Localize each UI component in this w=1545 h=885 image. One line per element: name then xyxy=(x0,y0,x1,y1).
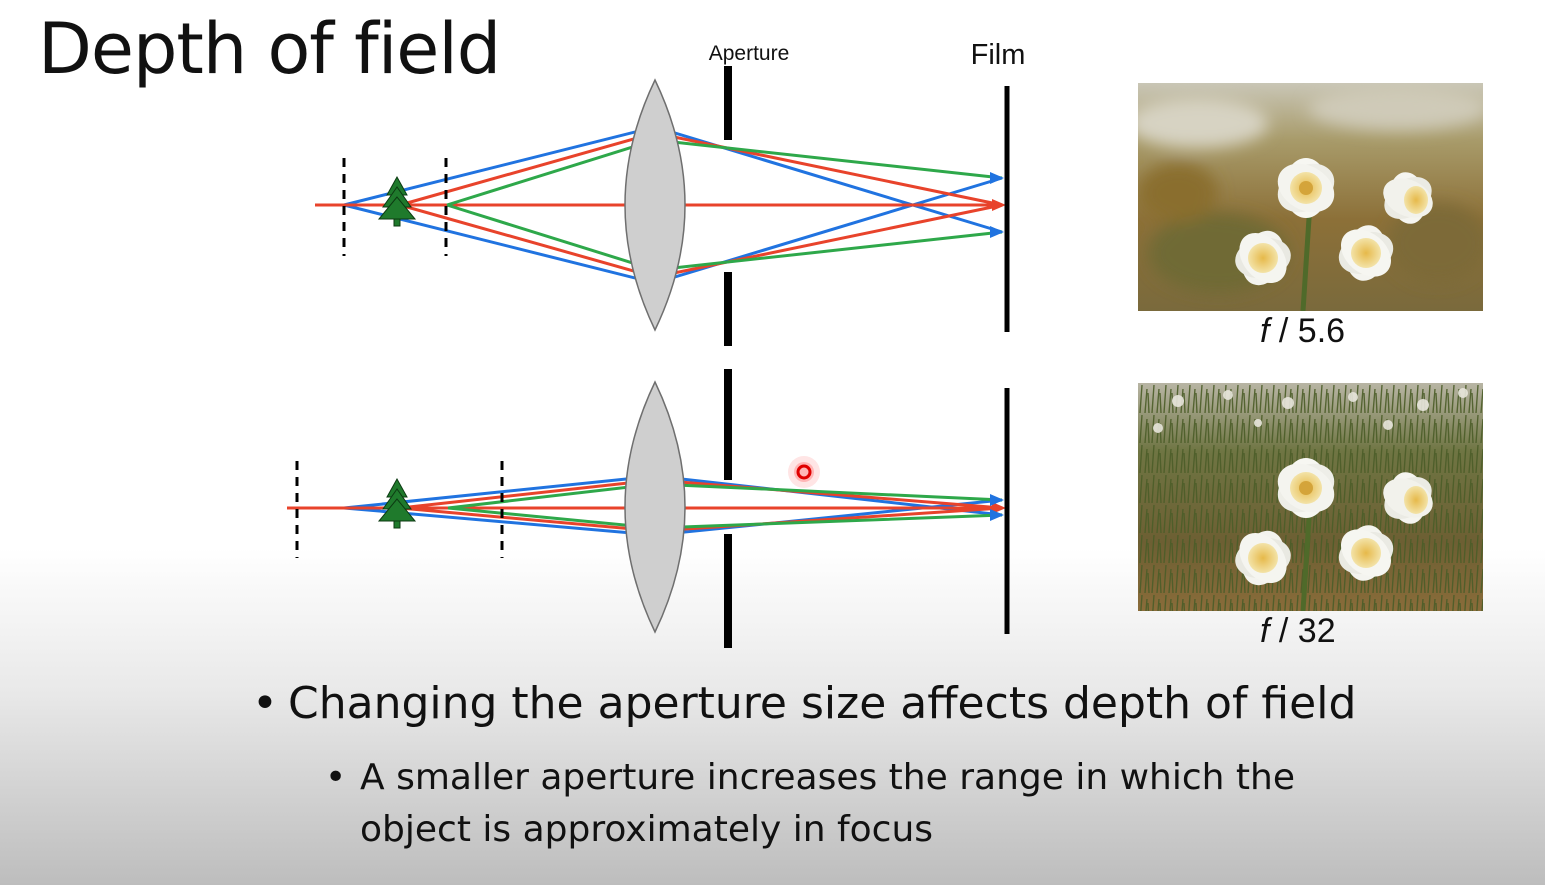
daffodil-photo-sharp xyxy=(1138,383,1483,611)
aperture-label: Aperture xyxy=(709,42,790,65)
top-tree-icon xyxy=(377,175,417,227)
bullet-main: • Changing the aperture size affects dept… xyxy=(252,678,1356,729)
laser-pointer-icon xyxy=(788,456,820,488)
f-value: / 5.6 xyxy=(1278,312,1346,350)
top-arrowhead-red xyxy=(992,199,1006,211)
top-arrowhead-lower xyxy=(990,226,1004,238)
bullet-sub-text: A smaller aperture increases the range i… xyxy=(360,757,1295,850)
top-diagram xyxy=(315,66,1010,346)
photo-deep-dof xyxy=(1138,383,1483,611)
photo-shallow-dof xyxy=(1138,83,1483,311)
f-symbol: f xyxy=(1260,312,1270,350)
bullet-sub: • A smaller aperture increases the range … xyxy=(325,752,1425,856)
flower-group xyxy=(1235,158,1433,286)
bottom-arrowhead-lower xyxy=(990,509,1004,521)
top-arrowhead-upper xyxy=(990,172,1004,184)
film-label: Film xyxy=(971,39,1026,71)
f-symbol: f xyxy=(1260,612,1270,650)
bottom-lens xyxy=(624,380,686,634)
bullet-marker: • xyxy=(325,757,347,798)
bullet-marker: • xyxy=(252,678,278,729)
slide-title: Depth of field xyxy=(38,8,501,90)
bottom-diagram xyxy=(287,369,1010,648)
f-number-label-32: f / 32 xyxy=(1260,612,1336,651)
f-value: / 32 xyxy=(1278,612,1336,650)
bullet-main-text: Changing the aperture size affects depth… xyxy=(288,678,1357,729)
f-number-label-5-6: f / 5.6 xyxy=(1260,312,1345,351)
flower-group xyxy=(1235,458,1433,586)
bottom-arrowhead-upper xyxy=(990,494,1004,506)
bottom-arrowhead-red xyxy=(992,502,1006,514)
daffodil-photo-blurred xyxy=(1138,83,1483,311)
top-lens xyxy=(624,78,686,332)
bottom-tree-icon xyxy=(377,477,417,529)
